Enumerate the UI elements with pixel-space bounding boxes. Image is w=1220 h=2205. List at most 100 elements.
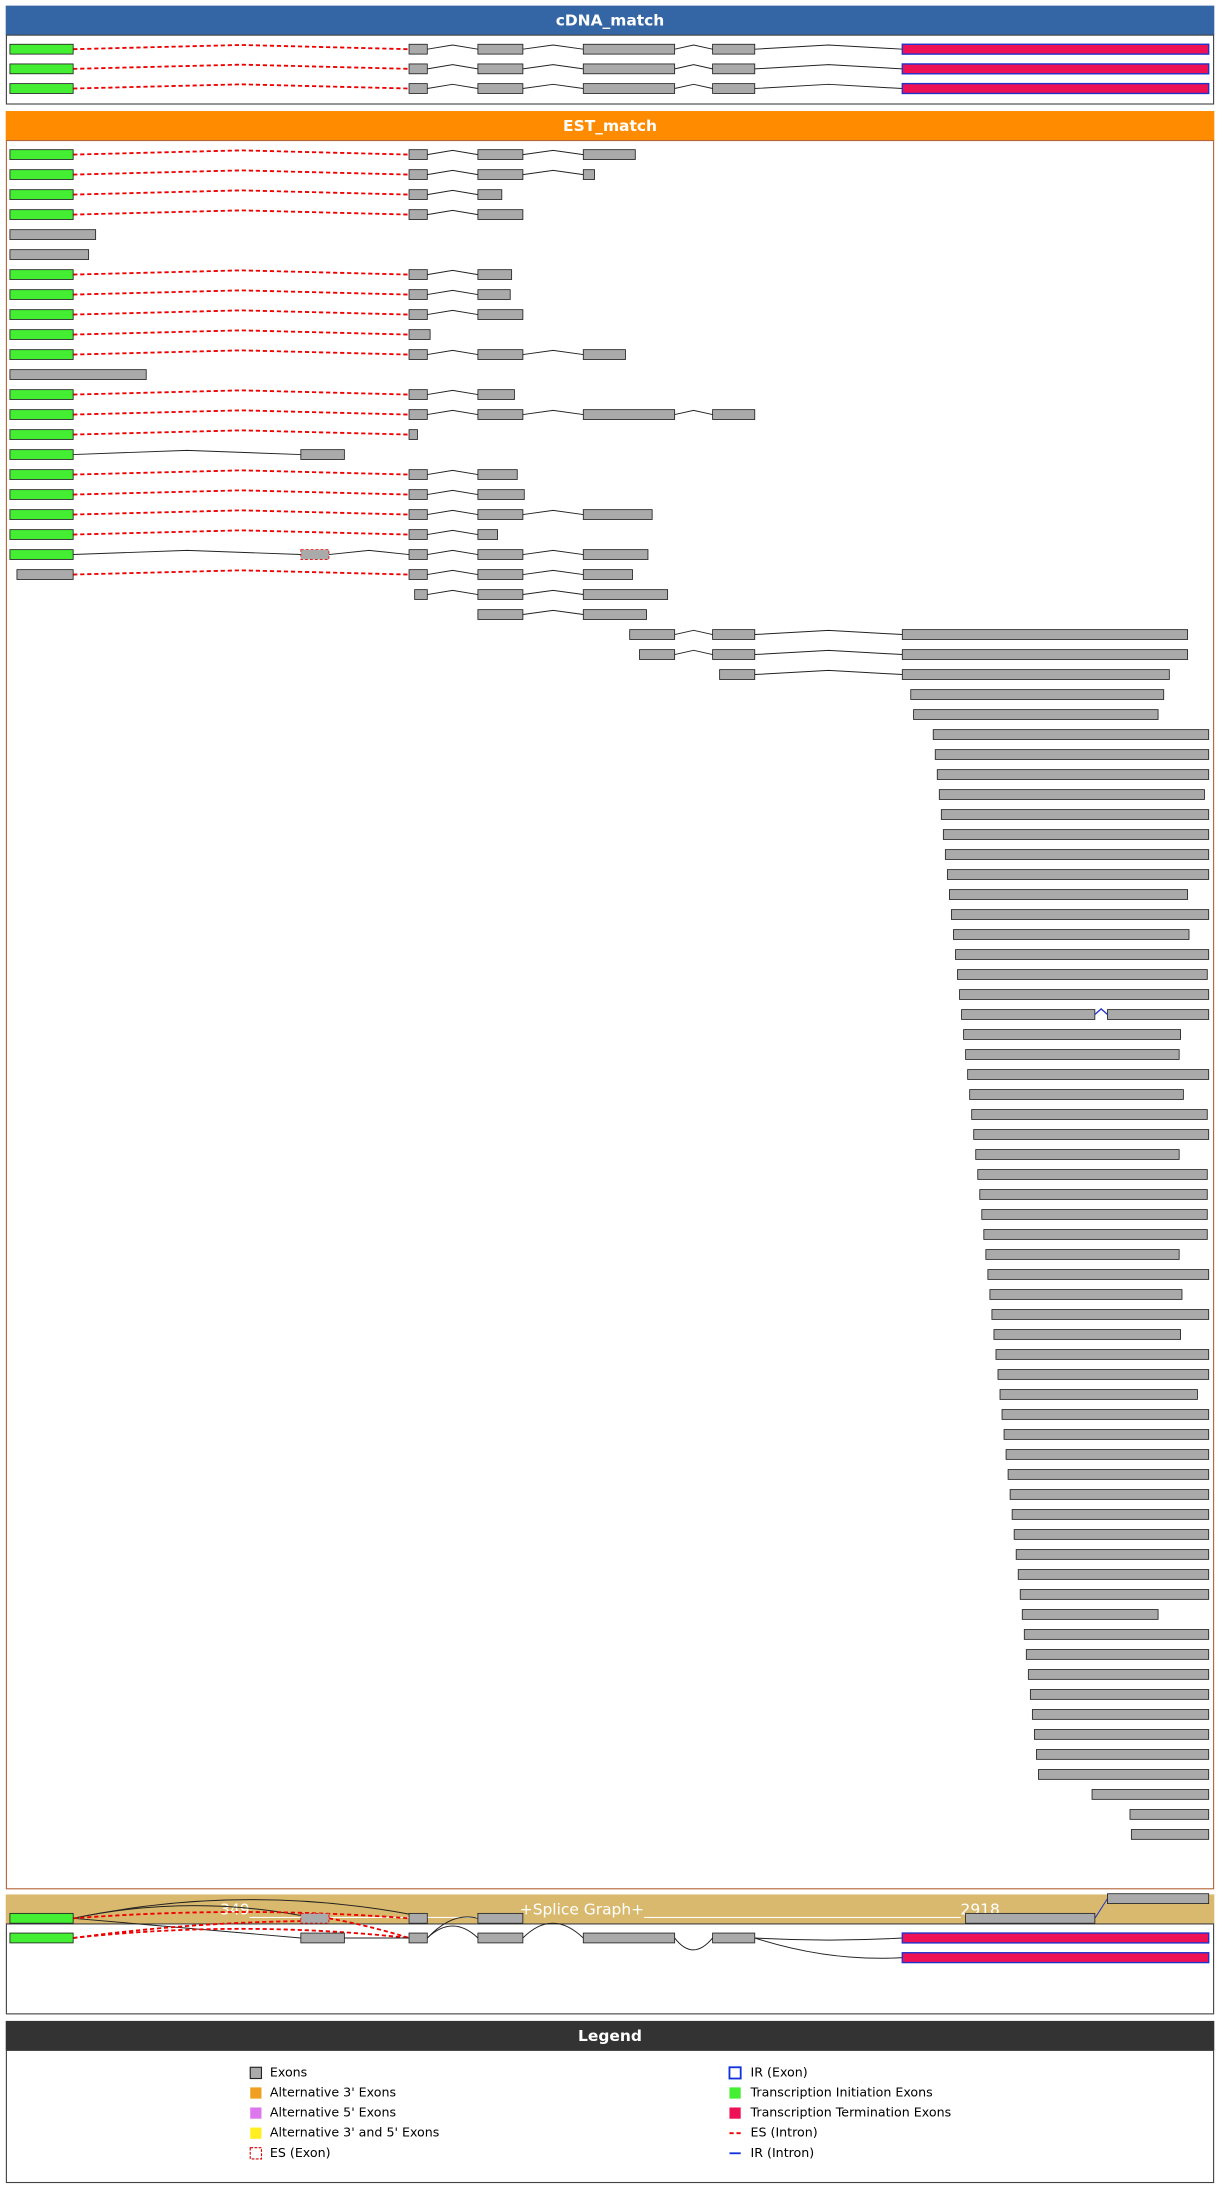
exon [477,469,518,480]
exon [9,329,74,340]
exon [967,1069,1210,1080]
exon [408,209,428,220]
exon [1107,1009,1210,1020]
legend-label: Alternative 3' Exons [270,2084,396,2099]
intron [522,64,584,70]
exon [582,609,647,620]
intron [522,169,584,176]
splice-panel [5,1923,1215,2015]
intron [754,64,903,70]
exon [901,1932,1210,1944]
exon [639,649,676,660]
exon [408,429,418,440]
exon [477,43,524,55]
exon [9,1932,74,1944]
exon [477,589,524,600]
intron [427,489,478,496]
legend-label: IR (Intron) [751,2145,815,2160]
exon [408,189,428,200]
intron [522,83,584,90]
exon [1029,1689,1210,1700]
intron [754,44,903,50]
exon [9,269,74,280]
legend-label: Alternative 3' and 5' Exons [270,2125,439,2140]
exon [408,1912,428,1924]
es-intron [73,489,410,496]
exon [913,709,1159,720]
intron [674,1937,713,1951]
exon [408,389,428,400]
exon [582,83,676,94]
exon [712,649,756,660]
exon [9,249,90,260]
legend-symbol [250,2107,262,2119]
intron [427,549,478,556]
intron [522,349,584,356]
exon [965,1049,1180,1060]
intron [674,409,713,416]
exon [477,269,513,280]
exon [300,549,330,560]
est-header [5,111,1215,141]
exon [9,529,74,540]
intron [522,44,584,50]
exon [477,209,524,220]
exon [712,63,756,75]
intron [754,1937,903,1959]
exon [408,349,428,360]
es-intron [328,1917,410,1939]
exon [1107,1893,1210,1904]
exon [9,469,74,480]
exon [1021,1609,1159,1620]
exon [408,469,428,480]
es-intron [73,83,410,90]
exon [1011,1509,1210,1520]
intron [427,189,478,196]
exon [901,649,1189,660]
exon [582,509,653,520]
exon [985,1249,1180,1260]
exon [9,369,147,380]
exon [979,1189,1208,1200]
es-intron [73,189,410,196]
exon [582,43,676,55]
exon [910,689,1165,700]
legend-symbol [250,2127,262,2139]
exon [946,869,1210,880]
exon [1023,1629,1210,1640]
legend-symbol [249,2147,263,2160]
exon [408,83,428,94]
exon [9,83,74,94]
exon [901,629,1189,640]
es-intron [73,389,410,396]
exon [1038,1769,1210,1780]
exon [942,829,1210,840]
exon [582,1932,676,1944]
exon [9,449,74,460]
exon [477,83,524,94]
exon [582,569,633,580]
exon [477,389,515,400]
intron [427,349,478,356]
exon [932,729,1210,740]
exon [9,229,97,240]
exon [969,1089,1184,1100]
exon [9,429,74,440]
cdna-header [5,5,1215,36]
exon [719,669,756,680]
legend-label: ES (Intron) [751,2125,818,2140]
intron [427,44,478,50]
intron [427,83,478,90]
exon [300,449,345,460]
exon [408,43,428,55]
exon [408,289,428,300]
intron [427,149,478,156]
cdna-title: cDNA_match [556,12,665,30]
exon [9,309,74,320]
legend-label: ES (Exon) [270,2145,331,2160]
intron [754,669,903,676]
exon [948,889,1189,900]
es-intron [73,169,410,176]
exon [1025,1649,1210,1660]
exon [408,1932,428,1944]
